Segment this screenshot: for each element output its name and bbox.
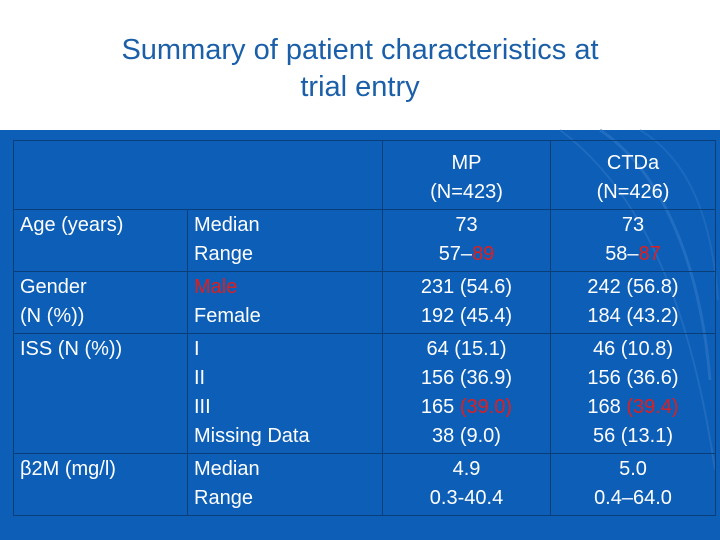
row-label-iss: ISS (N (%)) bbox=[13, 333, 188, 454]
b2m-ctda-median: 5.0 bbox=[619, 458, 647, 480]
iss-mp-iii-n: 165 bbox=[420, 396, 460, 418]
sub-b2m-range: Range bbox=[194, 487, 253, 509]
title-area: Summary of patient characteristics at tr… bbox=[0, 0, 720, 130]
header-ctda: CTDa (N=426) bbox=[550, 140, 716, 210]
iss-ctda-iii-pct: (39.4) bbox=[626, 396, 679, 418]
age-mp-median: 73 bbox=[455, 214, 478, 236]
gender-mp-cell: 231 (54.6) 192 (45.4) bbox=[382, 271, 551, 334]
table-row-gender: Gender (N (%)) Male Female 231 (54.6) 19… bbox=[13, 271, 716, 334]
iss-mp-iii: 165 (39.0) bbox=[389, 393, 544, 422]
b2m-mp-median: 4.9 bbox=[452, 458, 481, 480]
header-mp-name: MP bbox=[451, 152, 482, 174]
sub-male: Male bbox=[194, 276, 238, 298]
iss-ctda-iii-n: 168 bbox=[587, 396, 627, 418]
header-ctda-n: (N=426) bbox=[596, 181, 670, 203]
row-label-gender: Gender (N (%)) bbox=[13, 271, 188, 334]
iss-ctda-missing: 56 (13.1) bbox=[592, 425, 674, 447]
patient-characteristics-table: MP (N=423) CTDa (N=426) Age (years) Medi… bbox=[13, 140, 716, 516]
gender-mp-male: 231 (54.6) bbox=[420, 276, 513, 298]
age-ctda-cell: 73 58–87 bbox=[550, 209, 716, 272]
age-ctda-range-low: 58– bbox=[605, 243, 639, 265]
iss-ctda-cell: 46 (10.8) 156 (36.6) 168 (39.4) 56 (13.1… bbox=[550, 333, 716, 454]
gender-mp-female: 192 (45.4) bbox=[420, 305, 513, 327]
header-mp: MP (N=423) bbox=[382, 140, 551, 210]
header-blank-cell bbox=[13, 140, 383, 210]
age-ctda-range: 58–87 bbox=[557, 240, 709, 269]
b2m-mp-cell: 4.9 0.3-40.4 bbox=[382, 453, 551, 516]
row-label-age: Age (years) bbox=[13, 209, 188, 272]
age-mp-range-low: 57– bbox=[438, 243, 473, 265]
iss-mp-missing: 38 (9.0) bbox=[432, 425, 501, 447]
iss-mp-iii-pct: (39.0) bbox=[459, 396, 513, 418]
table-row-age: Age (years) Median Range 73 57–89 73 58–… bbox=[13, 209, 716, 272]
row-sub-b2m: Median Range bbox=[187, 453, 383, 516]
header-mp-n: (N=423) bbox=[430, 181, 503, 203]
iss-ctda-i: 46 (10.8) bbox=[592, 338, 674, 360]
iss-mp-i: 64 (15.1) bbox=[426, 338, 507, 360]
title-line-2: trial entry bbox=[300, 71, 420, 103]
age-mp-cell: 73 57–89 bbox=[382, 209, 551, 272]
age-ctda-median: 73 bbox=[621, 214, 645, 236]
b2m-ctda-range: 0.4–64.0 bbox=[594, 487, 672, 509]
slide-title: Summary of patient characteristics at tr… bbox=[60, 32, 660, 106]
sub-iss-i: I bbox=[194, 338, 200, 360]
b2m-mp-range: 0.3-40.4 bbox=[429, 487, 504, 509]
gender-ctda-cell: 242 (56.8) 184 (43.2) bbox=[550, 271, 716, 334]
row-label-b2m: β2M (mg/l) bbox=[13, 453, 188, 516]
gender-ctda-female: 184 (43.2) bbox=[587, 305, 679, 327]
sub-iss-ii: II bbox=[194, 367, 206, 389]
age-mp-range-high: 89 bbox=[472, 243, 495, 265]
row-sub-iss: I II III Missing Data bbox=[187, 333, 383, 454]
header-row: MP (N=423) CTDa (N=426) bbox=[13, 140, 716, 210]
iss-ctda-ii: 156 (36.6) bbox=[587, 367, 679, 389]
sub-female: Female bbox=[194, 305, 261, 327]
gender-ctda-male: 242 (56.8) bbox=[587, 276, 679, 298]
gender-label-1: Gender bbox=[20, 276, 87, 298]
header-ctda-name: CTDa bbox=[606, 152, 660, 174]
iss-mp-cell: 64 (15.1) 156 (36.9) 165 (39.0) 38 (9.0) bbox=[382, 333, 551, 454]
iss-mp-ii: 156 (36.9) bbox=[420, 367, 513, 389]
row-sub-gender: Male Female bbox=[187, 271, 383, 334]
row-sub-age: Median Range bbox=[187, 209, 383, 272]
age-mp-range: 57–89 bbox=[389, 240, 544, 269]
age-ctda-range-high: 87 bbox=[638, 243, 661, 265]
table-row-b2m: β2M (mg/l) Median Range 4.9 0.3-40.4 5.0… bbox=[13, 453, 716, 516]
iss-ctda-iii: 168 (39.4) bbox=[557, 393, 709, 422]
table-row-iss: ISS (N (%)) I II III Missing Data 64 (15… bbox=[13, 333, 716, 454]
title-line-1: Summary of patient characteristics at bbox=[121, 34, 599, 66]
sub-iss-iii: III bbox=[194, 396, 211, 418]
gender-label-2: (N (%)) bbox=[20, 305, 85, 327]
sub-range: Range bbox=[194, 243, 253, 265]
sub-iss-missing: Missing Data bbox=[194, 425, 310, 447]
b2m-ctda-cell: 5.0 0.4–64.0 bbox=[550, 453, 716, 516]
sub-median: Median bbox=[194, 214, 260, 236]
sub-b2m-median: Median bbox=[194, 458, 260, 480]
